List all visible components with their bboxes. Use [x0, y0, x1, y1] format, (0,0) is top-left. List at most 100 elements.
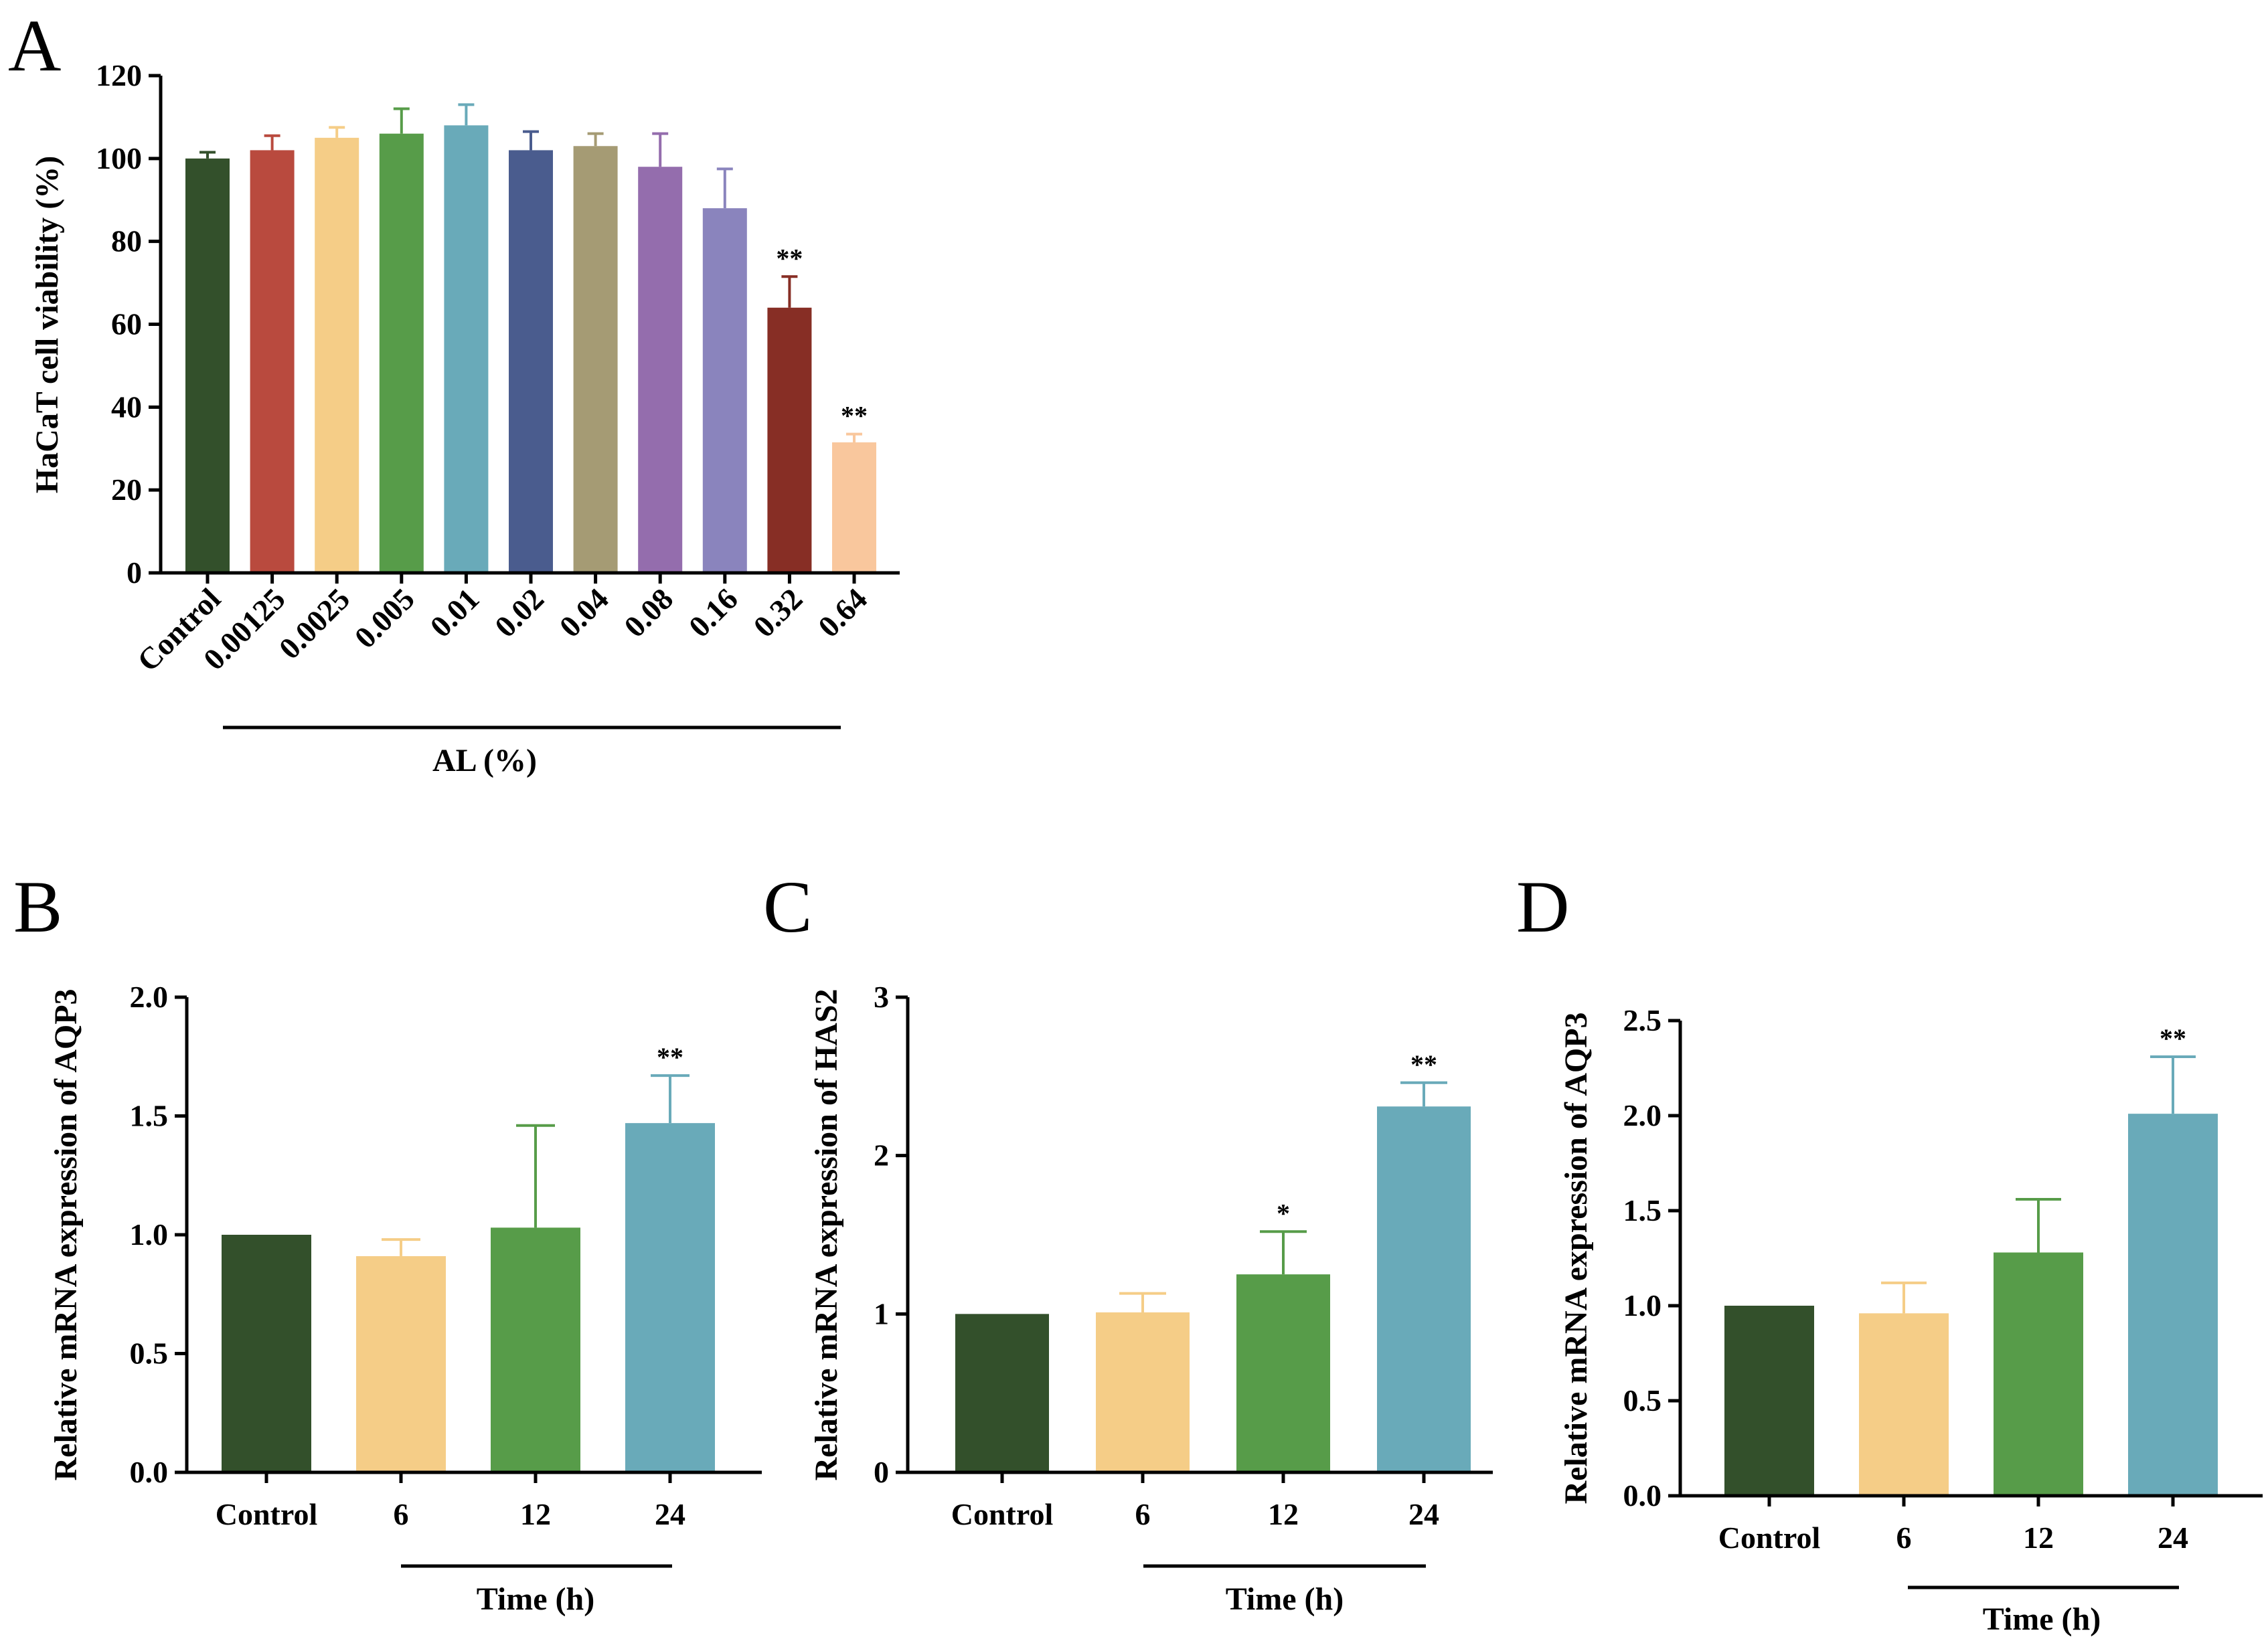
bar — [767, 307, 812, 573]
bar-group: ** — [1724, 1023, 2218, 1496]
y-tick-label: 40 — [111, 390, 142, 424]
y-tick-label: 1 — [874, 1296, 889, 1330]
y-tick-label: 100 — [96, 141, 142, 175]
y-ticks: 0.0 0.5 1.0 1.5 2.0 — [130, 980, 187, 1489]
bar — [1724, 1306, 1814, 1496]
significance-label: ** — [657, 1042, 683, 1072]
bar — [315, 137, 359, 573]
y-tick-label: 0 — [127, 555, 142, 590]
bar — [356, 1256, 446, 1472]
x-tick-label: 0.02 — [488, 582, 550, 644]
y-axis-label: Relative mRNA expression of HAS2 — [809, 988, 844, 1480]
bar — [379, 133, 424, 573]
significance-label: ** — [2160, 1023, 2186, 1053]
x-group-label: Time (h) — [1983, 1602, 2101, 1637]
y-tick-label: 1.0 — [130, 1217, 169, 1251]
bar — [955, 1314, 1049, 1472]
panel-letter: B — [13, 866, 62, 948]
y-tick-label: 3 — [874, 980, 889, 1014]
bar — [1236, 1274, 1330, 1472]
panel-a: A ** ** 0 20 40 60 80 100 120 Control0.001250.0… — [8, 5, 900, 778]
x-tick-label: 0.08 — [617, 582, 679, 644]
y-tick-label: 2.0 — [130, 980, 169, 1014]
bar-group: *** — [955, 1049, 1471, 1472]
significance-label: ** — [1410, 1049, 1437, 1079]
x-tick-label: 12 — [2023, 1521, 2054, 1555]
y-tick-label: 120 — [96, 58, 142, 92]
bar — [625, 1123, 715, 1472]
bar — [573, 146, 618, 574]
y-tick-label: 2.0 — [1623, 1098, 1662, 1132]
x-tick-label: 0.005 — [348, 582, 421, 655]
y-tick-label: 1.0 — [1623, 1288, 1662, 1322]
x-ticks: Control 6 12 24 — [951, 1472, 1439, 1531]
x-tick-label: Control — [1718, 1521, 1821, 1555]
y-tick-label: 0.0 — [130, 1455, 169, 1489]
x-group-label: AL (%) — [432, 743, 537, 778]
y-axis-label: Relative mRNA expression of AQP3 — [1558, 1012, 1594, 1504]
bar-group: ** — [222, 1042, 715, 1472]
y-tick-label: 0.5 — [130, 1336, 169, 1371]
x-tick-label: 0.04 — [553, 582, 615, 644]
panel-letter: A — [8, 5, 61, 86]
significance-label: ** — [841, 401, 868, 431]
y-tick-label: 2 — [874, 1138, 889, 1173]
x-tick-label: Control — [951, 1497, 1054, 1531]
x-tick-label: 24 — [2158, 1521, 2188, 1555]
significance-label: ** — [776, 243, 803, 273]
x-tick-label: 0.16 — [682, 582, 744, 644]
x-tick-label: 0.0025 — [272, 582, 357, 666]
bar — [185, 158, 230, 574]
y-tick-label: 20 — [111, 472, 142, 507]
bar — [491, 1227, 580, 1472]
x-ticks: Control 6 12 24 — [1718, 1496, 2188, 1555]
bar — [222, 1235, 311, 1472]
y-tick-label: 0 — [874, 1455, 889, 1489]
x-tick-label: 24 — [1408, 1497, 1439, 1531]
bar-group: ** ** — [185, 103, 876, 574]
y-ticks: 0 1 2 3 — [874, 980, 908, 1489]
x-group-label: Time (h) — [1226, 1581, 1344, 1617]
y-ticks: 0.0 0.5 1.0 1.5 2.0 2.5 — [1623, 1003, 1680, 1513]
y-tick-label: 60 — [111, 307, 142, 341]
y-axis-label: Relative mRNA expression of AQP3 — [48, 988, 84, 1480]
y-tick-label: 0.0 — [1623, 1478, 1662, 1513]
y-tick-label: 0.5 — [1623, 1383, 1662, 1417]
x-group-label: Time (h) — [477, 1581, 594, 1617]
y-tick-label: 1.5 — [130, 1099, 169, 1133]
bar — [1377, 1106, 1471, 1472]
x-tick-label: 12 — [520, 1497, 551, 1531]
x-tick-label: 0.01 — [423, 582, 485, 644]
bar — [702, 208, 747, 574]
bar — [832, 442, 876, 573]
panel-d: D ** 0.0 0.5 1.0 1.5 2.0 2.5 Control 6 12 24 Rel… — [1516, 866, 2263, 1637]
x-tick-label: 6 — [1896, 1521, 1912, 1555]
y-tick-label: 1.5 — [1623, 1193, 1662, 1227]
x-tick-label: 24 — [655, 1497, 685, 1531]
x-tick-label: 0.64 — [811, 582, 874, 644]
panel-letter: C — [763, 866, 812, 948]
x-tick-label: 6 — [1135, 1497, 1151, 1531]
y-tick-label: 2.5 — [1623, 1003, 1662, 1037]
panel-b: B ** 0.0 0.5 1.0 1.5 2.0 Control 6 12 24 Relati… — [13, 866, 762, 1617]
bar — [444, 125, 489, 574]
y-tick-label: 80 — [111, 224, 142, 258]
bar — [1096, 1312, 1190, 1472]
bar — [1859, 1313, 1949, 1496]
x-tick-label: 6 — [394, 1497, 409, 1531]
y-axis-label: HaCaT cell viability (%) — [29, 156, 65, 493]
bar — [638, 167, 683, 573]
x-ticks: Control 6 12 24 — [216, 1472, 685, 1531]
panel-letter: D — [1516, 866, 1569, 948]
y-ticks: 0 20 40 60 80 100 120 — [96, 58, 161, 590]
bar — [2128, 1114, 2218, 1496]
significance-label: * — [1277, 1198, 1290, 1228]
bar — [1994, 1252, 2083, 1496]
bar — [250, 150, 295, 573]
bar — [509, 150, 553, 573]
x-tick-label: Control — [216, 1497, 318, 1531]
x-tick-label: 12 — [1268, 1497, 1299, 1531]
